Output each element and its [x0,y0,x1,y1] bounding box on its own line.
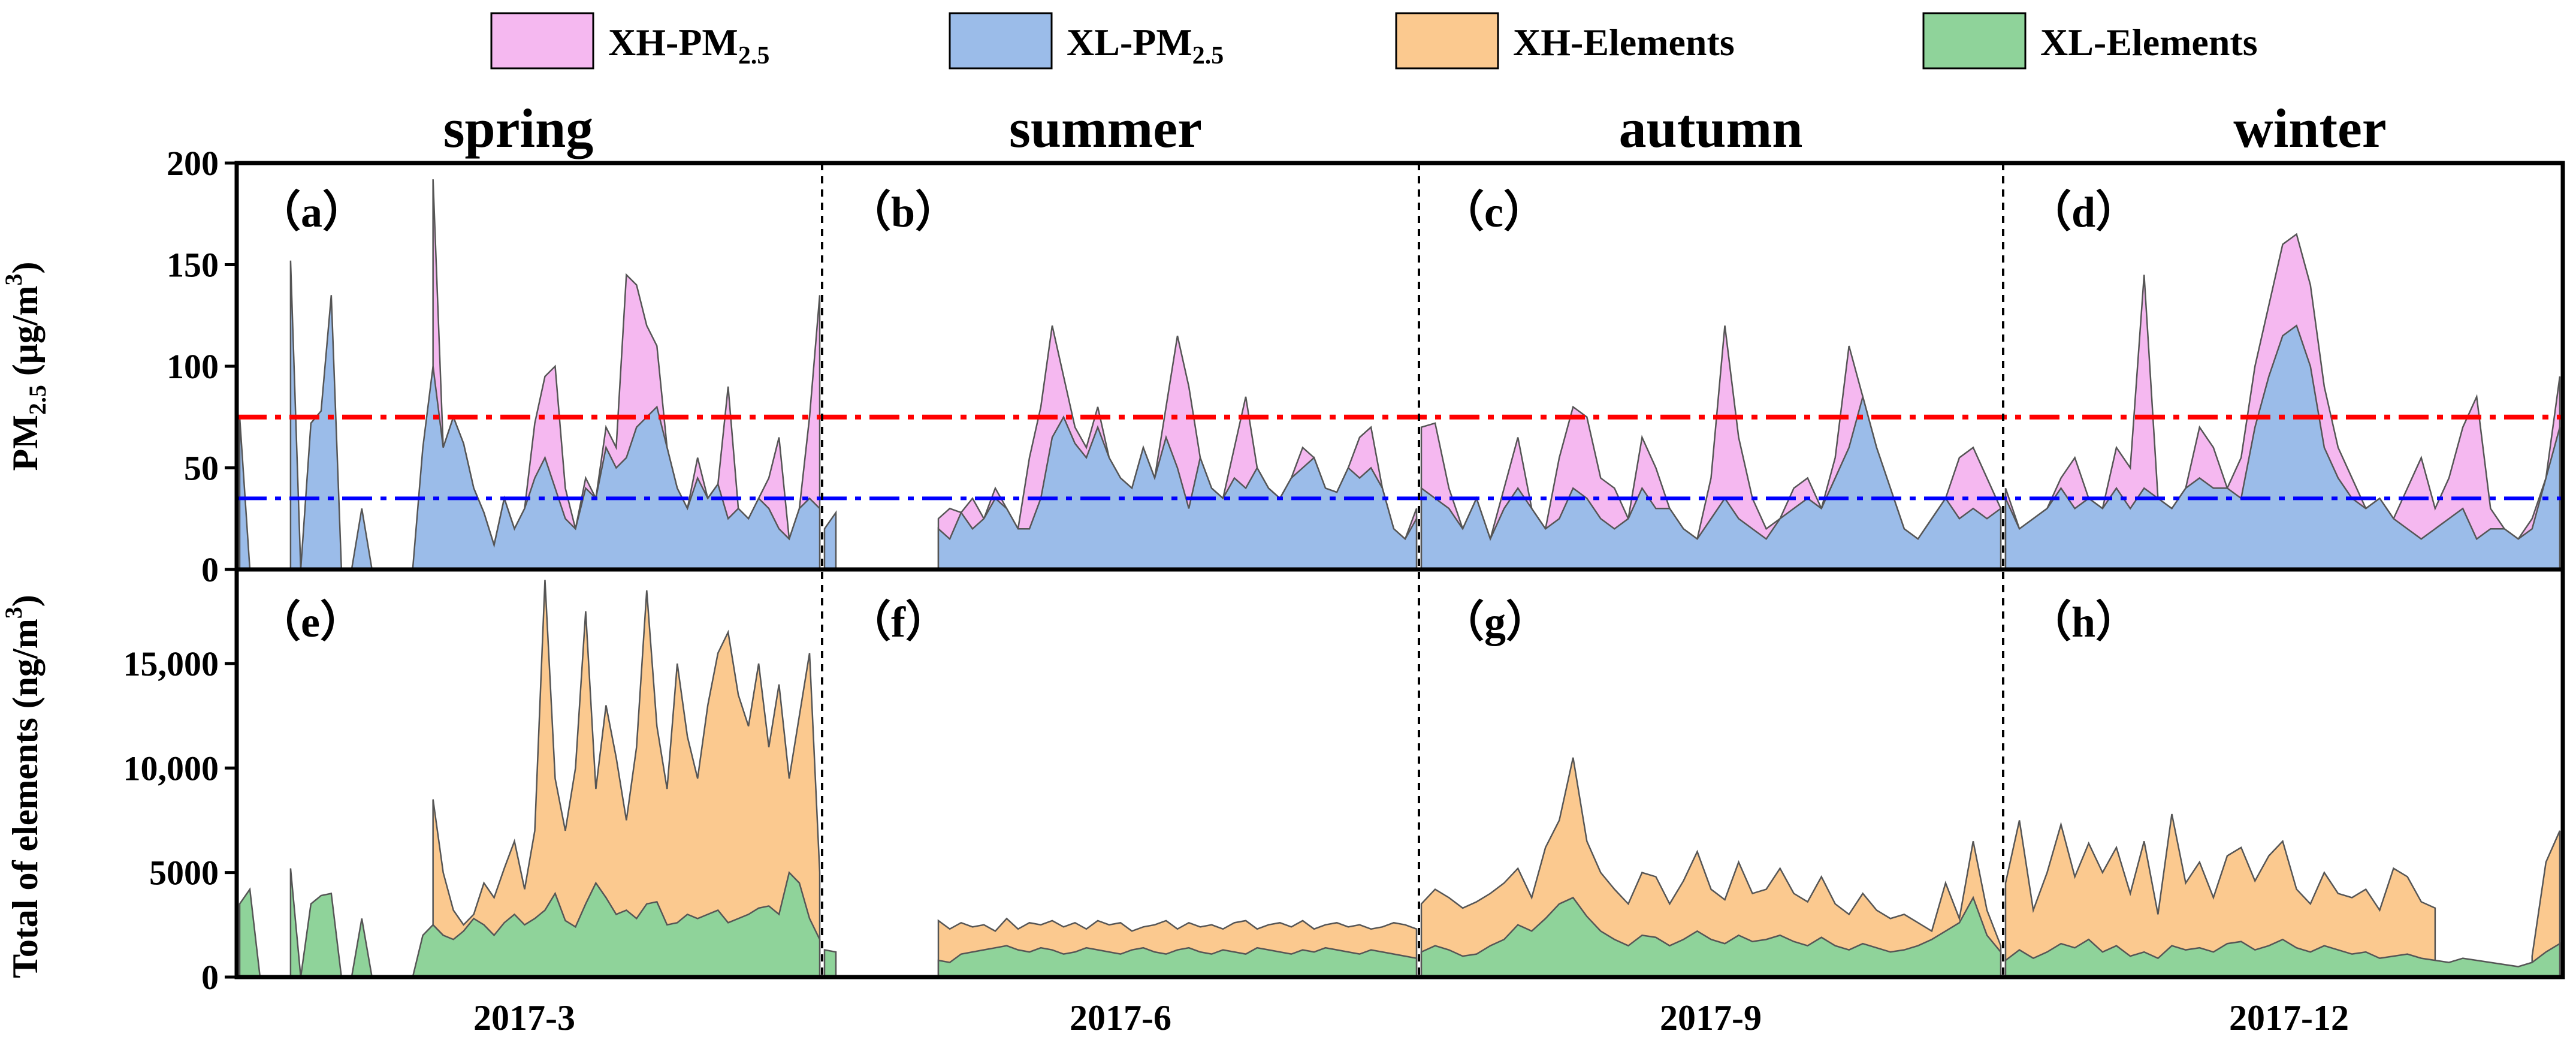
area-xl-elements-spring-1 [238,887,270,978]
panel-label-h: （h） [2028,598,2139,646]
area-xh-elements-winter-1 [2004,813,2436,978]
x-tick-label-2017-6: 2017-6 [1070,998,1171,1038]
season-dividers [821,163,2004,977]
pm25-y-tick-label-200: 200 [167,144,219,183]
panel-labels-top: （a） （b） （c） （d） [258,188,2139,236]
elements-panel-frame [234,567,2565,979]
panel-labels-bottom: （e） （f） （g） （h） [258,598,2139,646]
area-xl-pm25-summer-1 [823,510,837,571]
pm25-y-tick-label-150: 150 [167,246,219,285]
area-xl-elements-summer-1 [823,949,837,978]
elements-y-tick-label-5000: 5000 [149,854,219,893]
panel-label-c: （c） [1441,188,1547,236]
elements-y-tick-label-0: 0 [201,958,219,997]
legend-item-xl-elements: XL-Elements [1922,12,2258,70]
elements-y-axis: 0 5000 10,000 15,000 [123,644,237,997]
area-xh-elements-spring-1 [432,580,821,978]
legend-swatch-xh-elements [1395,12,1499,70]
x-axis: 2017-3 2017-6 2017-9 2017-12 [473,998,2349,1038]
area-xl-elements-autumn-1 [1420,896,2002,978]
pm25-y-tick-label-100: 100 [167,347,219,386]
pm25-plot-area [238,179,2561,571]
panel-label-f: （f） [848,598,949,646]
x-tick-label-2017-12: 2017-12 [2229,998,2349,1038]
legend-label-xl-pm25: XL-PM2.5 [1067,21,1224,70]
elements-plot-area [238,580,2561,978]
reference-lines [237,414,2563,501]
area-xl-pm25-spring-1 [238,417,270,571]
legend-item-xl-pm25: XL-PM2.5 [949,12,1224,70]
season-title-winter: winter [2233,98,2386,159]
area-xl-elements-winter-1 [2004,938,2561,978]
elements-y-axis-title: Total of elements (ng/m3) [0,595,45,978]
legend-label-xl-elements: XL-Elements [2040,21,2258,64]
panel-label-b: （b） [848,188,958,236]
x-tick-label-2017-9: 2017-9 [1660,998,1762,1038]
legend-label-xh-elements: XH-Elements [1513,21,1735,64]
season-title-summer: summer [1009,98,1202,159]
legend-swatch-xh-pm25 [490,12,594,70]
elements-y-tick-label-15000: 15,000 [123,644,219,683]
pm25-y-axis-title: PM2.5 (μg/m3) [0,262,51,471]
season-title-spring: spring [443,98,594,159]
legend-swatch-xl-elements [1922,12,2027,70]
panel-label-e: （e） [258,598,363,646]
legend-item-xh-pm25: XH-PM2.5 [490,12,769,70]
pm25-y-axis: 0 50 100 150 200 [167,144,237,589]
area-xl-elements-summer-2 [937,945,1418,978]
panel-label-g: （g） [1441,598,1549,646]
pm25-y-tick-label-50: 50 [184,449,219,488]
area-xl-pm25-summer-2 [937,415,1418,571]
panel-label-a: （a） [258,188,366,236]
legend-item-xh-elements: XH-Elements [1395,12,1735,70]
season-title-autumn: autumn [1619,98,1803,159]
elements-y-tick-label-10000: 10,000 [123,749,219,788]
legend-label-xh-pm25: XH-PM2.5 [608,21,769,70]
pm25-y-tick-label-0: 0 [201,550,219,589]
legend: XH-PM2.5 XL-PM2.5 XH-Elements XL-Element… [490,12,2258,70]
x-tick-label-2017-3: 2017-3 [473,998,575,1038]
season-titles: spring summer autumn winter [443,98,2387,159]
legend-swatch-xl-pm25 [949,12,1053,70]
panel-label-d: （d） [2028,188,2139,236]
